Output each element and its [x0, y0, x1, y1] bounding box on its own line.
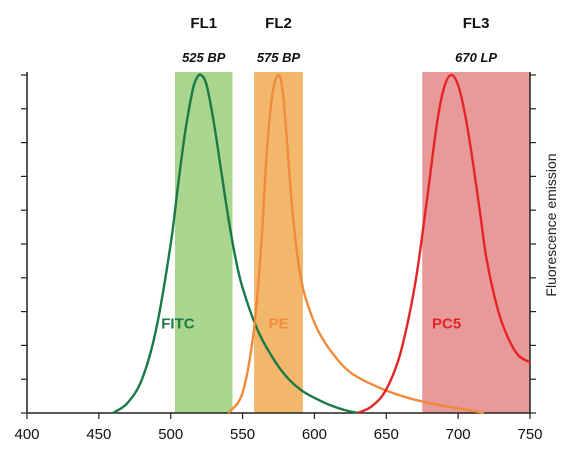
filter-label-fl2: 575 BP [257, 50, 301, 65]
series-line-fitc [113, 75, 357, 413]
filter-bands [175, 72, 530, 413]
x-tick-label-500: 500 [158, 426, 183, 443]
series-label-pc5: PC5 [432, 316, 461, 333]
filter-band-fl3 [422, 72, 530, 413]
x-tick-label-450: 450 [86, 426, 111, 443]
filter-name-fl2: FL2 [265, 15, 292, 32]
x-tick-label-750: 750 [517, 426, 542, 443]
filter-label-fl1: 525 BP [182, 50, 226, 65]
filter-band-fl1 [175, 72, 232, 413]
x-tick-label-400: 400 [14, 426, 39, 443]
series-label-pe: PE [268, 316, 288, 333]
x-tick-label-550: 550 [230, 426, 255, 443]
y-axis-label: Fluorescence emission [543, 153, 559, 296]
filter-name-fl3: FL3 [463, 15, 490, 32]
x-tick-label-650: 650 [374, 426, 399, 443]
x-tick-label-600: 600 [302, 426, 327, 443]
series-label-fitc: FITC [161, 316, 194, 333]
x-tick-label-700: 700 [446, 426, 471, 443]
filter-label-fl3: 670 LP [455, 50, 497, 65]
filter-name-fl1: FL1 [190, 15, 217, 32]
